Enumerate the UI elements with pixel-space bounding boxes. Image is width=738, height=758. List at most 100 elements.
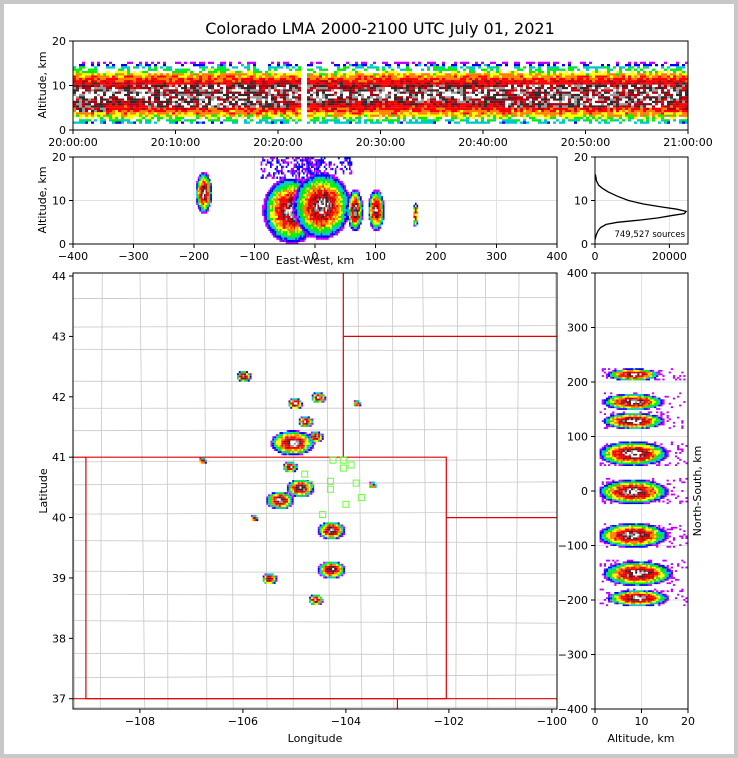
density-cell [142, 114, 145, 117]
density-cell [487, 100, 490, 104]
density-cell [106, 114, 109, 117]
density-cell [178, 89, 181, 92]
density-cell [202, 91, 205, 94]
density-cell [364, 91, 367, 94]
density-cell [253, 80, 256, 83]
density-cell [163, 98, 166, 101]
density-cell [472, 75, 475, 78]
density-cell [373, 73, 376, 76]
density-cell [204, 174, 206, 177]
density-cell [346, 103, 349, 106]
density-cell [73, 73, 76, 76]
density-cell [130, 98, 133, 101]
density-cell [115, 112, 118, 115]
density-cell [598, 91, 601, 94]
density-cell [475, 107, 478, 110]
density-cell [604, 73, 607, 76]
density-cell [226, 77, 229, 81]
density-cell [266, 196, 269, 199]
density-cell [571, 98, 574, 101]
density-cell [247, 80, 250, 83]
density-cell [595, 75, 598, 78]
density-cell [109, 119, 112, 122]
density-cell [178, 96, 181, 99]
density-cell [502, 84, 505, 87]
density-cell [232, 110, 235, 113]
density-cell [340, 110, 343, 113]
density-cell [418, 114, 421, 117]
density-cell [343, 77, 346, 81]
density-cell [247, 73, 250, 76]
density-cell [511, 114, 514, 117]
density-cell [124, 75, 127, 78]
density-cell [466, 77, 469, 81]
density-cell [445, 77, 448, 81]
density-cell [169, 121, 172, 124]
density-cell [73, 114, 76, 117]
density-cell [382, 105, 385, 108]
density-cell [367, 73, 370, 76]
density-cell [577, 112, 580, 115]
density-cell [649, 107, 652, 110]
density-cell [643, 121, 646, 124]
density-cell [649, 110, 652, 113]
density-cell [364, 75, 367, 78]
density-cell [100, 77, 103, 81]
density-cell [589, 105, 592, 108]
density-cell [331, 105, 334, 108]
density-cell [511, 80, 514, 83]
density-cell [268, 116, 271, 120]
density-cell [586, 112, 589, 115]
density-cell [442, 68, 445, 71]
density-cell [448, 75, 451, 78]
density-cell [169, 68, 172, 71]
density-cell [265, 194, 267, 197]
density-cell [610, 112, 613, 115]
density-cell [85, 105, 88, 108]
density-cell [238, 61, 241, 64]
density-cell [118, 105, 121, 108]
density-cell [478, 107, 481, 110]
density-cell [82, 98, 85, 101]
density-cell [457, 87, 460, 90]
density-cell [220, 80, 223, 83]
density-cell [361, 84, 364, 87]
density-cell [613, 84, 616, 87]
density-cell [565, 103, 568, 106]
density-cell [541, 110, 544, 113]
density-cell [391, 91, 394, 94]
density-cell [226, 82, 229, 85]
density-cell [463, 110, 466, 113]
density-cell [682, 112, 685, 115]
density-cell [631, 112, 634, 115]
density-cell [670, 80, 673, 83]
density-cell [574, 82, 577, 85]
density-cell [523, 116, 526, 120]
density-cell [499, 107, 502, 110]
density-cell [649, 114, 652, 117]
density-cell [190, 70, 193, 74]
density-cell [400, 116, 403, 120]
density-cell [529, 68, 532, 71]
density-cell [340, 68, 343, 71]
density-cell [94, 73, 97, 76]
density-cell [103, 73, 106, 76]
density-cell [415, 64, 418, 67]
density-cell [121, 96, 124, 99]
density-cell [400, 105, 403, 108]
density-cell [526, 84, 529, 87]
density-cell [685, 121, 688, 124]
density-cell [517, 66, 520, 69]
density-cell [454, 84, 457, 87]
density-cell [322, 96, 325, 99]
density-cell [364, 100, 367, 104]
density-cell [196, 180, 198, 184]
density-cell [82, 84, 85, 87]
density-cell [493, 80, 496, 83]
density-cell [607, 96, 610, 99]
density-cell [136, 107, 139, 110]
density-cell [388, 119, 391, 122]
density-cell [136, 84, 139, 87]
density-cell [628, 84, 631, 87]
density-cell [526, 91, 529, 94]
